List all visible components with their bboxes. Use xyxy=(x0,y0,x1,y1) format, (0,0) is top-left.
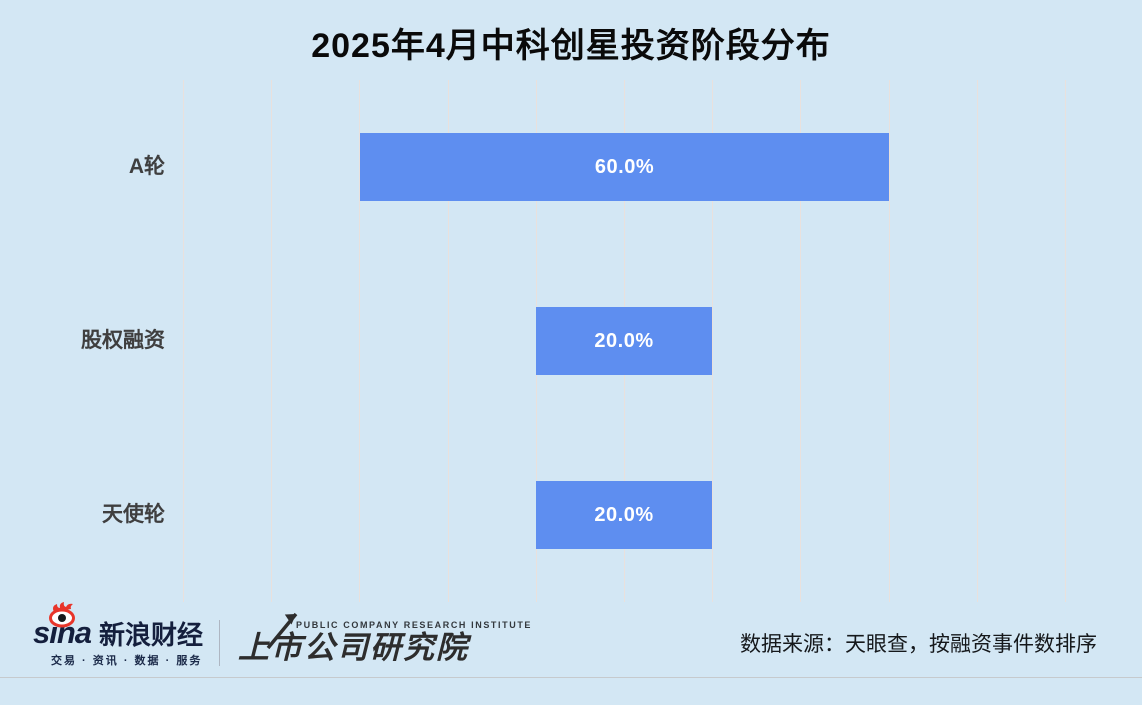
bar-value-label: 20.0% xyxy=(594,503,654,526)
sina-finance-logo: sina 新浪财经 交易 · 资讯 · 数据 · 服务 xyxy=(33,602,204,667)
gridline xyxy=(359,80,361,602)
bar-3: 20.0% xyxy=(536,481,712,549)
gridline xyxy=(800,80,802,602)
gridline xyxy=(1065,80,1066,602)
institute-name-en: PUBLIC COMPANY RESEARCH INSTITUTE xyxy=(296,620,533,631)
chart-title: 2025年4月中科创星投资阶段分布 xyxy=(311,27,831,65)
sina-tagline: 交易 · 资讯 · 数据 · 服务 xyxy=(51,654,203,667)
institute-logo: PUBLIC COMPANY RESEARCH INSTITUTE 上市公司研究… xyxy=(238,613,533,666)
gridline xyxy=(183,80,184,602)
gridline xyxy=(712,80,714,602)
gridline xyxy=(888,80,890,602)
sina-logo-row: sina 新浪财经 xyxy=(33,602,204,650)
bar-2: 20.0% xyxy=(536,307,712,375)
category-label: 股权融资 xyxy=(81,329,165,352)
data-source-text: 数据来源：天眼查，按融资事件数排序 xyxy=(740,633,1097,656)
sina-eye-icon xyxy=(47,602,79,633)
bar-value-label: 60.0% xyxy=(594,155,655,178)
arrow-up-icon xyxy=(262,606,306,657)
category-label: A轮 xyxy=(128,155,165,178)
bar-1: 60.0% xyxy=(360,133,889,201)
sina-finance-name: 新浪财经 xyxy=(99,619,204,650)
gridline xyxy=(447,80,449,602)
gridline xyxy=(271,80,273,602)
category-label: 天使轮 xyxy=(102,503,165,526)
footer-divider xyxy=(219,620,221,666)
gridline xyxy=(976,80,978,602)
footer-rule xyxy=(0,677,1142,678)
footer: sina 新浪财经 交易 · 资讯 · 数据 · 服务 PUBLIC COMPA… xyxy=(0,602,1142,676)
bar-value-label: 20.0% xyxy=(594,329,654,352)
